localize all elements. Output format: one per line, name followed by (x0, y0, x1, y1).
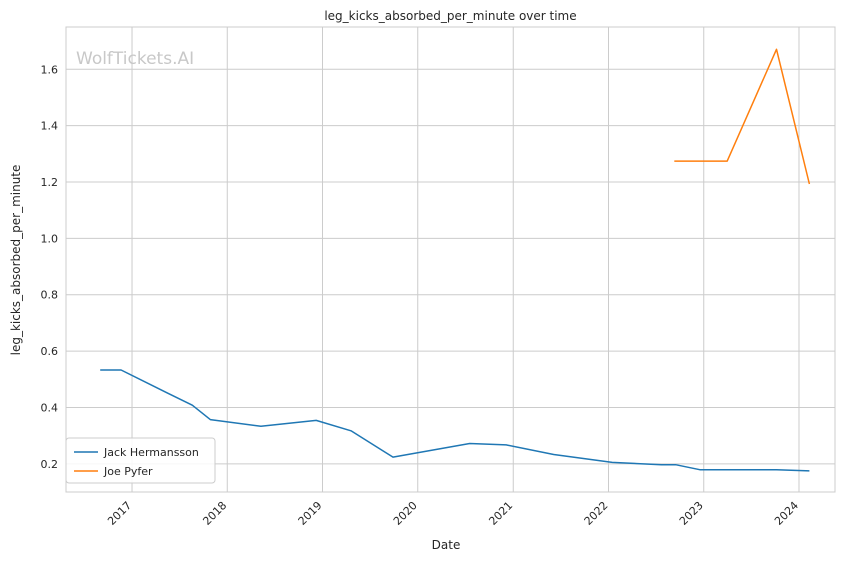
x-tick-label: 2017 (105, 499, 134, 528)
y-tick-label: 1.6 (41, 63, 59, 76)
legend-label-jack-hermansson: Jack Hermansson (103, 446, 199, 459)
series-line-joe-pyfer (674, 48, 811, 185)
x-axis-label: Date (432, 538, 461, 552)
y-tick-label: 1.2 (41, 176, 59, 189)
y-tick-label: 0.6 (41, 345, 59, 358)
x-tick-label: 2021 (486, 499, 515, 528)
x-tick-label: 2018 (200, 499, 229, 528)
plot-frame (65, 26, 836, 493)
plot-background (66, 27, 835, 492)
series-layer (100, 48, 811, 472)
legend-label-joe-pyfer: Joe Pyfer (103, 465, 153, 478)
x-tick-label: 2020 (391, 499, 420, 528)
y-tick-label: 0.8 (41, 289, 59, 302)
x-tick-label: 2023 (677, 499, 706, 528)
grid (66, 27, 835, 492)
y-axis-label: leg_kicks_absorbed_per_minute (9, 165, 23, 356)
legend: Jack Hermansson Joe Pyfer (65, 437, 216, 484)
x-tick-label: 2019 (296, 499, 325, 528)
x-tick-label: 2024 (772, 499, 801, 528)
series-line-jack-hermansson (100, 369, 810, 472)
y-tick-label: 1.4 (41, 120, 59, 133)
y-tick-label: 0.2 (41, 458, 59, 471)
chart-title: leg_kicks_absorbed_per_minute over time (324, 9, 576, 23)
x-tick-label: 2022 (582, 499, 611, 528)
legend-box (65, 437, 216, 484)
y-tick-label: 1.0 (41, 232, 59, 245)
watermark: WolfTickets.AI (76, 49, 194, 69)
y-tick-label: 0.4 (41, 401, 59, 414)
